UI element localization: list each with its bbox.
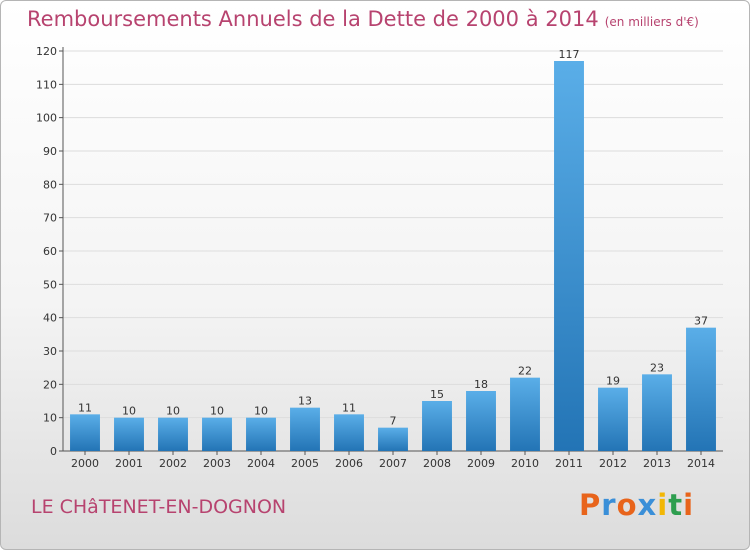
commune-name: LE CHâTENET-EN-DOGNON	[31, 496, 287, 518]
bars	[70, 61, 716, 451]
bar	[246, 417, 276, 451]
bar	[114, 417, 144, 451]
x-tick-label: 2009	[467, 457, 495, 470]
chart-title-main: Remboursements Annuels de la Dette de 20…	[27, 7, 599, 31]
bar	[686, 327, 716, 451]
x-tick-label: 2012	[599, 457, 627, 470]
bar	[554, 61, 584, 451]
y-tick-label: 50	[43, 278, 57, 291]
logo-letter: i	[683, 488, 695, 522]
bar	[378, 427, 408, 451]
x-tick-label: 2004	[247, 457, 275, 470]
bar	[598, 387, 628, 451]
x-tick-label: 2010	[511, 457, 539, 470]
bar	[158, 417, 188, 451]
logo-letter: t	[668, 488, 684, 522]
data-label: 23	[650, 361, 664, 374]
data-label: 37	[694, 315, 708, 328]
y-tick-label: 20	[43, 378, 57, 391]
y-tick-label: 0	[50, 445, 57, 458]
logo-letter: x	[637, 488, 658, 522]
x-tick-label: 2006	[335, 457, 363, 470]
data-label: 15	[430, 388, 444, 401]
x-tick-label: 2000	[71, 457, 99, 470]
bar	[70, 414, 100, 451]
y-tick-label: 110	[36, 78, 57, 91]
y-tick-label: 90	[43, 145, 57, 158]
data-label: 22	[518, 365, 532, 378]
data-label: 117	[559, 48, 580, 61]
x-tick-label: 2007	[379, 457, 407, 470]
axes: 0 10 20 30 40 50 60 70 80 90 100 110 120 2000 2001 2002…	[36, 45, 723, 470]
y-tick-label: 120	[36, 45, 57, 58]
data-label: 10	[122, 405, 136, 418]
chart-title-unit: (en milliers d'€)	[604, 15, 699, 29]
logo-letter: r	[601, 488, 617, 522]
bar	[422, 401, 452, 451]
x-tick-label: 2013	[643, 457, 671, 470]
y-tick-label: 70	[43, 212, 57, 225]
data-label: 10	[254, 405, 268, 418]
data-label: 7	[390, 415, 397, 428]
x-tick-label: 2003	[203, 457, 231, 470]
data-label: 10	[166, 405, 180, 418]
y-tick-label: 100	[36, 112, 57, 125]
bar	[290, 407, 320, 451]
y-tick-label: 60	[43, 245, 57, 258]
data-label: 19	[606, 375, 620, 388]
data-label: 11	[78, 401, 92, 414]
bar	[510, 377, 540, 451]
bar	[334, 414, 364, 451]
x-tick-label: 2008	[423, 457, 451, 470]
bar	[202, 417, 232, 451]
x-tick-label: 2014	[687, 457, 715, 470]
data-label: 18	[474, 378, 488, 391]
x-tick-label: 2001	[115, 457, 143, 470]
grid-lines	[63, 50, 723, 419]
data-label: 10	[210, 405, 224, 418]
x-tick-label: 2005	[291, 457, 319, 470]
y-tick-label: 80	[43, 178, 57, 191]
data-label: 13	[298, 395, 312, 408]
bar	[642, 374, 672, 451]
chart-title: Remboursements Annuels de la Dette de 20…	[27, 7, 699, 31]
logo-letter: P	[579, 488, 602, 522]
logo-letter: i	[657, 488, 669, 522]
x-tick-label: 2011	[555, 457, 583, 470]
proxiti-logo: Proxiti	[579, 488, 694, 522]
y-tick-label: 10	[43, 412, 57, 425]
x-tick-label: 2002	[159, 457, 187, 470]
y-tick-label: 40	[43, 312, 57, 325]
y-tick-label: 30	[43, 345, 57, 358]
data-label: 11	[342, 401, 356, 414]
bar	[466, 391, 496, 451]
logo-letter: o	[616, 488, 638, 522]
